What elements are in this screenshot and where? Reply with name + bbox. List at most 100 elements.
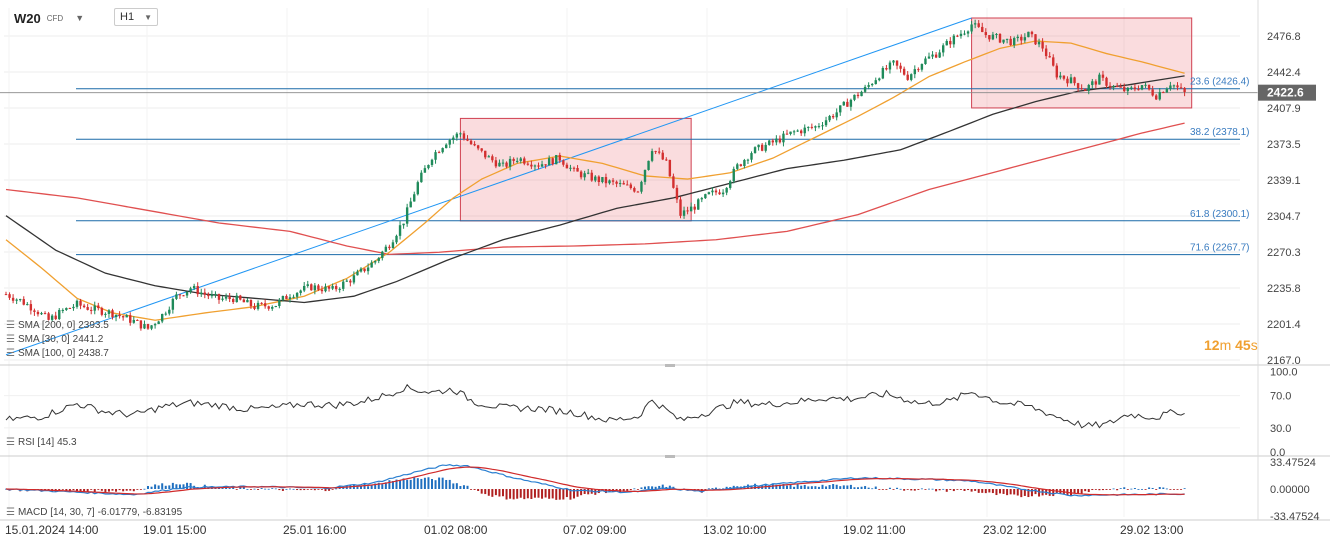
menu-icon[interactable]: ☰ xyxy=(6,348,15,359)
macd-histogram-bar xyxy=(1101,489,1104,491)
candle-body xyxy=(860,91,863,97)
macd-histogram-bar xyxy=(370,484,373,489)
candle-body xyxy=(423,168,427,173)
macd-histogram-bar xyxy=(1155,489,1158,490)
candle-body xyxy=(1133,87,1137,90)
macd-histogram-bar xyxy=(1144,489,1147,490)
macd-histogram-bar xyxy=(754,483,757,489)
candle-body xyxy=(785,133,789,135)
macd-histogram-bar xyxy=(395,479,398,489)
candle-body xyxy=(437,152,441,154)
macd-histogram-bar xyxy=(1013,489,1016,495)
candle-body xyxy=(913,69,916,75)
macd-histogram-bar xyxy=(157,485,160,489)
macd-histogram-bar xyxy=(381,484,384,489)
candle-body xyxy=(604,177,608,184)
candle-body xyxy=(835,112,838,118)
macd-histogram-bar xyxy=(892,489,895,490)
candle-body xyxy=(867,85,870,87)
candle-body xyxy=(139,320,143,329)
candle-body xyxy=(221,298,224,300)
macd-histogram-bar xyxy=(473,489,476,490)
macd-histogram-bar xyxy=(484,489,487,495)
macd-histogram-bar xyxy=(257,489,260,490)
candle-body xyxy=(1094,81,1098,85)
macd-histogram-bar xyxy=(814,486,817,489)
macd-histogram-bar xyxy=(562,489,565,500)
candle-body xyxy=(846,101,849,107)
candle-body xyxy=(842,101,845,106)
candle-body xyxy=(505,162,508,167)
menu-icon[interactable]: ☰ xyxy=(6,507,15,518)
candle-body xyxy=(1052,57,1055,66)
candle-body xyxy=(885,68,888,70)
macd-histogram-bar xyxy=(65,489,68,491)
candle-body xyxy=(1066,78,1069,84)
candle-body xyxy=(562,160,565,165)
candle-body xyxy=(555,155,558,165)
macd-histogram-bar xyxy=(249,489,252,490)
macd-histogram-bar xyxy=(782,484,785,489)
macd-histogram-bar xyxy=(93,489,96,493)
candle-body xyxy=(249,300,253,307)
candle-body xyxy=(544,164,547,166)
candle-body xyxy=(1048,56,1051,58)
legend-rsi[interactable]: ☰ RSI [14] 45.3 xyxy=(6,437,77,448)
macd-histogram-bar xyxy=(512,489,515,500)
macd-histogram-bar xyxy=(555,489,558,500)
candle-body xyxy=(338,288,341,290)
legend-sma200[interactable]: ☰ SMA [200, 0] 2393.5 xyxy=(6,320,109,331)
macd-histogram-bar xyxy=(959,489,962,490)
candle-body xyxy=(306,284,309,286)
menu-icon[interactable]: ☰ xyxy=(6,334,15,345)
macd-histogram-bar xyxy=(885,489,888,490)
macd-histogram-bar xyxy=(857,487,859,489)
candle-body xyxy=(4,294,8,296)
legend-sma30[interactable]: ☰ SMA [30, 0] 2441.2 xyxy=(6,334,103,345)
menu-icon[interactable]: ☰ xyxy=(6,437,15,448)
candle-body xyxy=(1151,89,1154,96)
candle-body xyxy=(299,290,302,293)
candle-body xyxy=(164,313,167,315)
macd-histogram-bar xyxy=(1105,489,1108,490)
macd-histogram-bar xyxy=(999,489,1001,494)
macd-histogram-bar xyxy=(995,489,998,496)
candle-body xyxy=(271,307,274,309)
candle-body xyxy=(395,235,398,243)
candle-body xyxy=(782,133,785,143)
macd-histogram-bar xyxy=(1137,488,1140,490)
candle-body xyxy=(583,173,586,178)
macd-histogram-bar xyxy=(72,489,75,491)
candle-body xyxy=(917,69,920,71)
candle-body xyxy=(931,54,934,57)
macd-histogram-bar xyxy=(296,489,299,491)
legend-sma100[interactable]: ☰ SMA [100, 0] 2438.7 xyxy=(6,348,109,359)
candle-body xyxy=(1137,89,1140,91)
candle-body xyxy=(689,206,693,212)
macd-histogram-bar xyxy=(100,489,103,491)
candle-body xyxy=(445,144,448,149)
symbol-selector[interactable]: W20 CFD ▼ xyxy=(14,8,84,28)
menu-icon[interactable]: ☰ xyxy=(6,320,15,331)
candle-body xyxy=(1034,34,1037,45)
candle-body xyxy=(533,165,537,167)
rsi-tick-label: 100.0 xyxy=(1270,367,1298,379)
macd-histogram-bar xyxy=(636,489,639,490)
macd-histogram-bar xyxy=(1130,488,1133,490)
macd-histogram-bar xyxy=(118,489,121,491)
macd-histogram-bar xyxy=(502,489,504,497)
macd-histogram-bar xyxy=(1034,489,1037,495)
macd-histogram-bar xyxy=(303,489,306,491)
candle-body xyxy=(736,164,739,169)
chevron-down-icon[interactable]: ▼ xyxy=(75,13,85,23)
macd-histogram-bar xyxy=(867,487,870,489)
timeframe-select[interactable]: H1 ▼ xyxy=(114,8,158,26)
macd-histogram-bar xyxy=(523,489,526,500)
legend-macd[interactable]: ☰ MACD [14, 30, 7] -6.01779, -6.83195 xyxy=(6,507,182,518)
time-tick-label: 19.01 15:00 xyxy=(143,523,207,537)
candle-body xyxy=(54,315,57,320)
panel-resize-handle xyxy=(665,364,675,367)
timer-min-unit: m xyxy=(1219,337,1232,353)
candle-body xyxy=(1147,84,1151,90)
